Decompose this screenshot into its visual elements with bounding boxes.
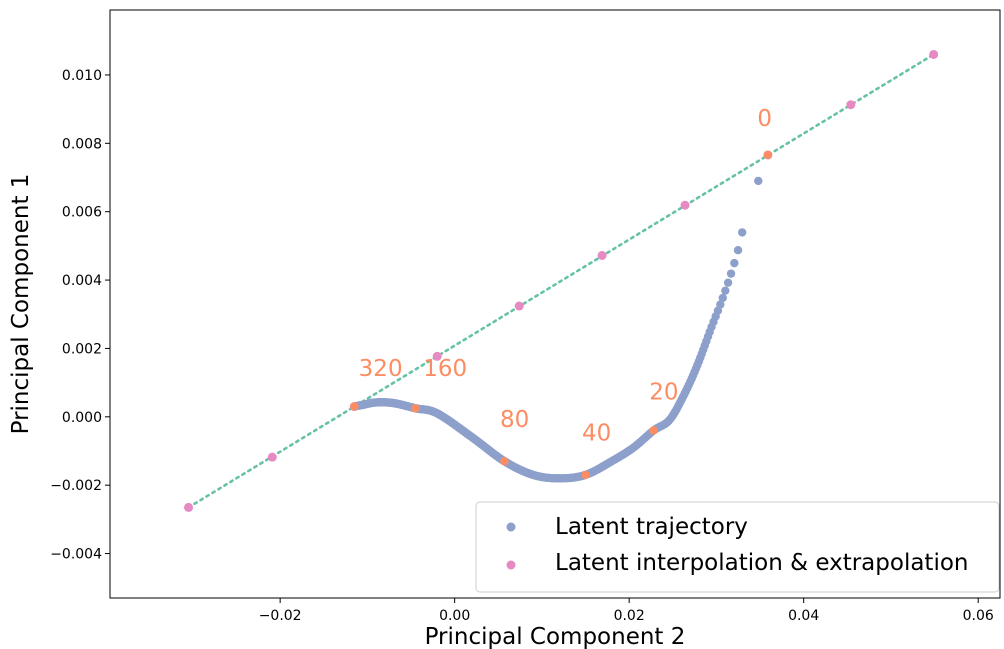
trajectory-point [726, 269, 736, 278]
x-tick-label: 0.00 [439, 608, 470, 624]
interpolation-point [597, 250, 607, 260]
trajectory-point [723, 278, 733, 287]
legend-label-interpolation: Latent interpolation & extrapolation [555, 550, 968, 576]
legend-marker-trajectory [506, 522, 516, 532]
y-axis-label: Principal Component 1 [8, 174, 34, 435]
highlighted-points [350, 150, 773, 480]
trajectory-point [721, 286, 730, 295]
step-annotation: 0 [757, 106, 772, 132]
step-annotations: 0 20 40 80 160 320 [359, 106, 772, 447]
step-annotation: 40 [582, 421, 611, 447]
highlighted-point [649, 426, 658, 435]
legend: Latent trajectory Latent interpolation &… [475, 501, 1000, 593]
plot-content: 0 20 40 80 160 320 [184, 49, 939, 512]
step-annotation: 80 [500, 407, 529, 433]
trajectory-point [737, 228, 747, 237]
highlighted-point [500, 457, 509, 466]
interpolation-point [929, 49, 939, 59]
trajectory-point [718, 293, 727, 303]
interpolation-point [846, 100, 856, 110]
interpolation-point [680, 200, 690, 210]
interpolation-point [267, 452, 277, 462]
y-tick-label: 0.008 [62, 136, 102, 152]
x-axis-ticks: −0.02 0.00 0.02 0.04 0.06 [259, 598, 994, 624]
x-tick-label: 0.02 [614, 608, 645, 624]
y-tick-label: −0.002 [50, 478, 102, 494]
trajectory-point [730, 258, 739, 268]
y-tick-label: 0.002 [62, 341, 102, 357]
highlighted-point [763, 150, 773, 160]
interpolation-line [187, 53, 935, 509]
highlighted-point [350, 402, 359, 411]
step-annotation: 20 [649, 380, 678, 406]
y-tick-label: 0.010 [62, 68, 102, 84]
y-tick-label: 0.004 [62, 273, 102, 289]
y-axis-ticks: −0.004 −0.002 0.000 0.002 0.004 0.006 0.008 0.0… [50, 68, 110, 563]
trajectory-point [754, 176, 763, 186]
interpolation-point [184, 502, 194, 512]
highlighted-point [581, 470, 590, 480]
trajectory-point [733, 246, 743, 255]
interpolation-point [514, 301, 524, 311]
interpolation-point [432, 351, 442, 361]
x-axis-label: Principal Component 2 [425, 624, 686, 649]
x-tick-label: −0.02 [259, 608, 302, 624]
highlighted-point [411, 404, 420, 413]
step-annotation: 320 [359, 356, 403, 382]
x-tick-label: 0.04 [788, 608, 819, 624]
step-annotation: 160 [423, 356, 467, 382]
legend-box [475, 501, 1000, 593]
y-tick-label: 0.000 [62, 410, 102, 426]
plot-frame [109, 9, 1001, 599]
legend-label-trajectory: Latent trajectory [555, 514, 748, 540]
y-tick-label: 0.006 [62, 205, 102, 221]
y-tick-label: −0.004 [50, 547, 102, 563]
x-tick-label: 0.06 [963, 608, 994, 624]
legend-marker-interpolation [506, 560, 516, 570]
